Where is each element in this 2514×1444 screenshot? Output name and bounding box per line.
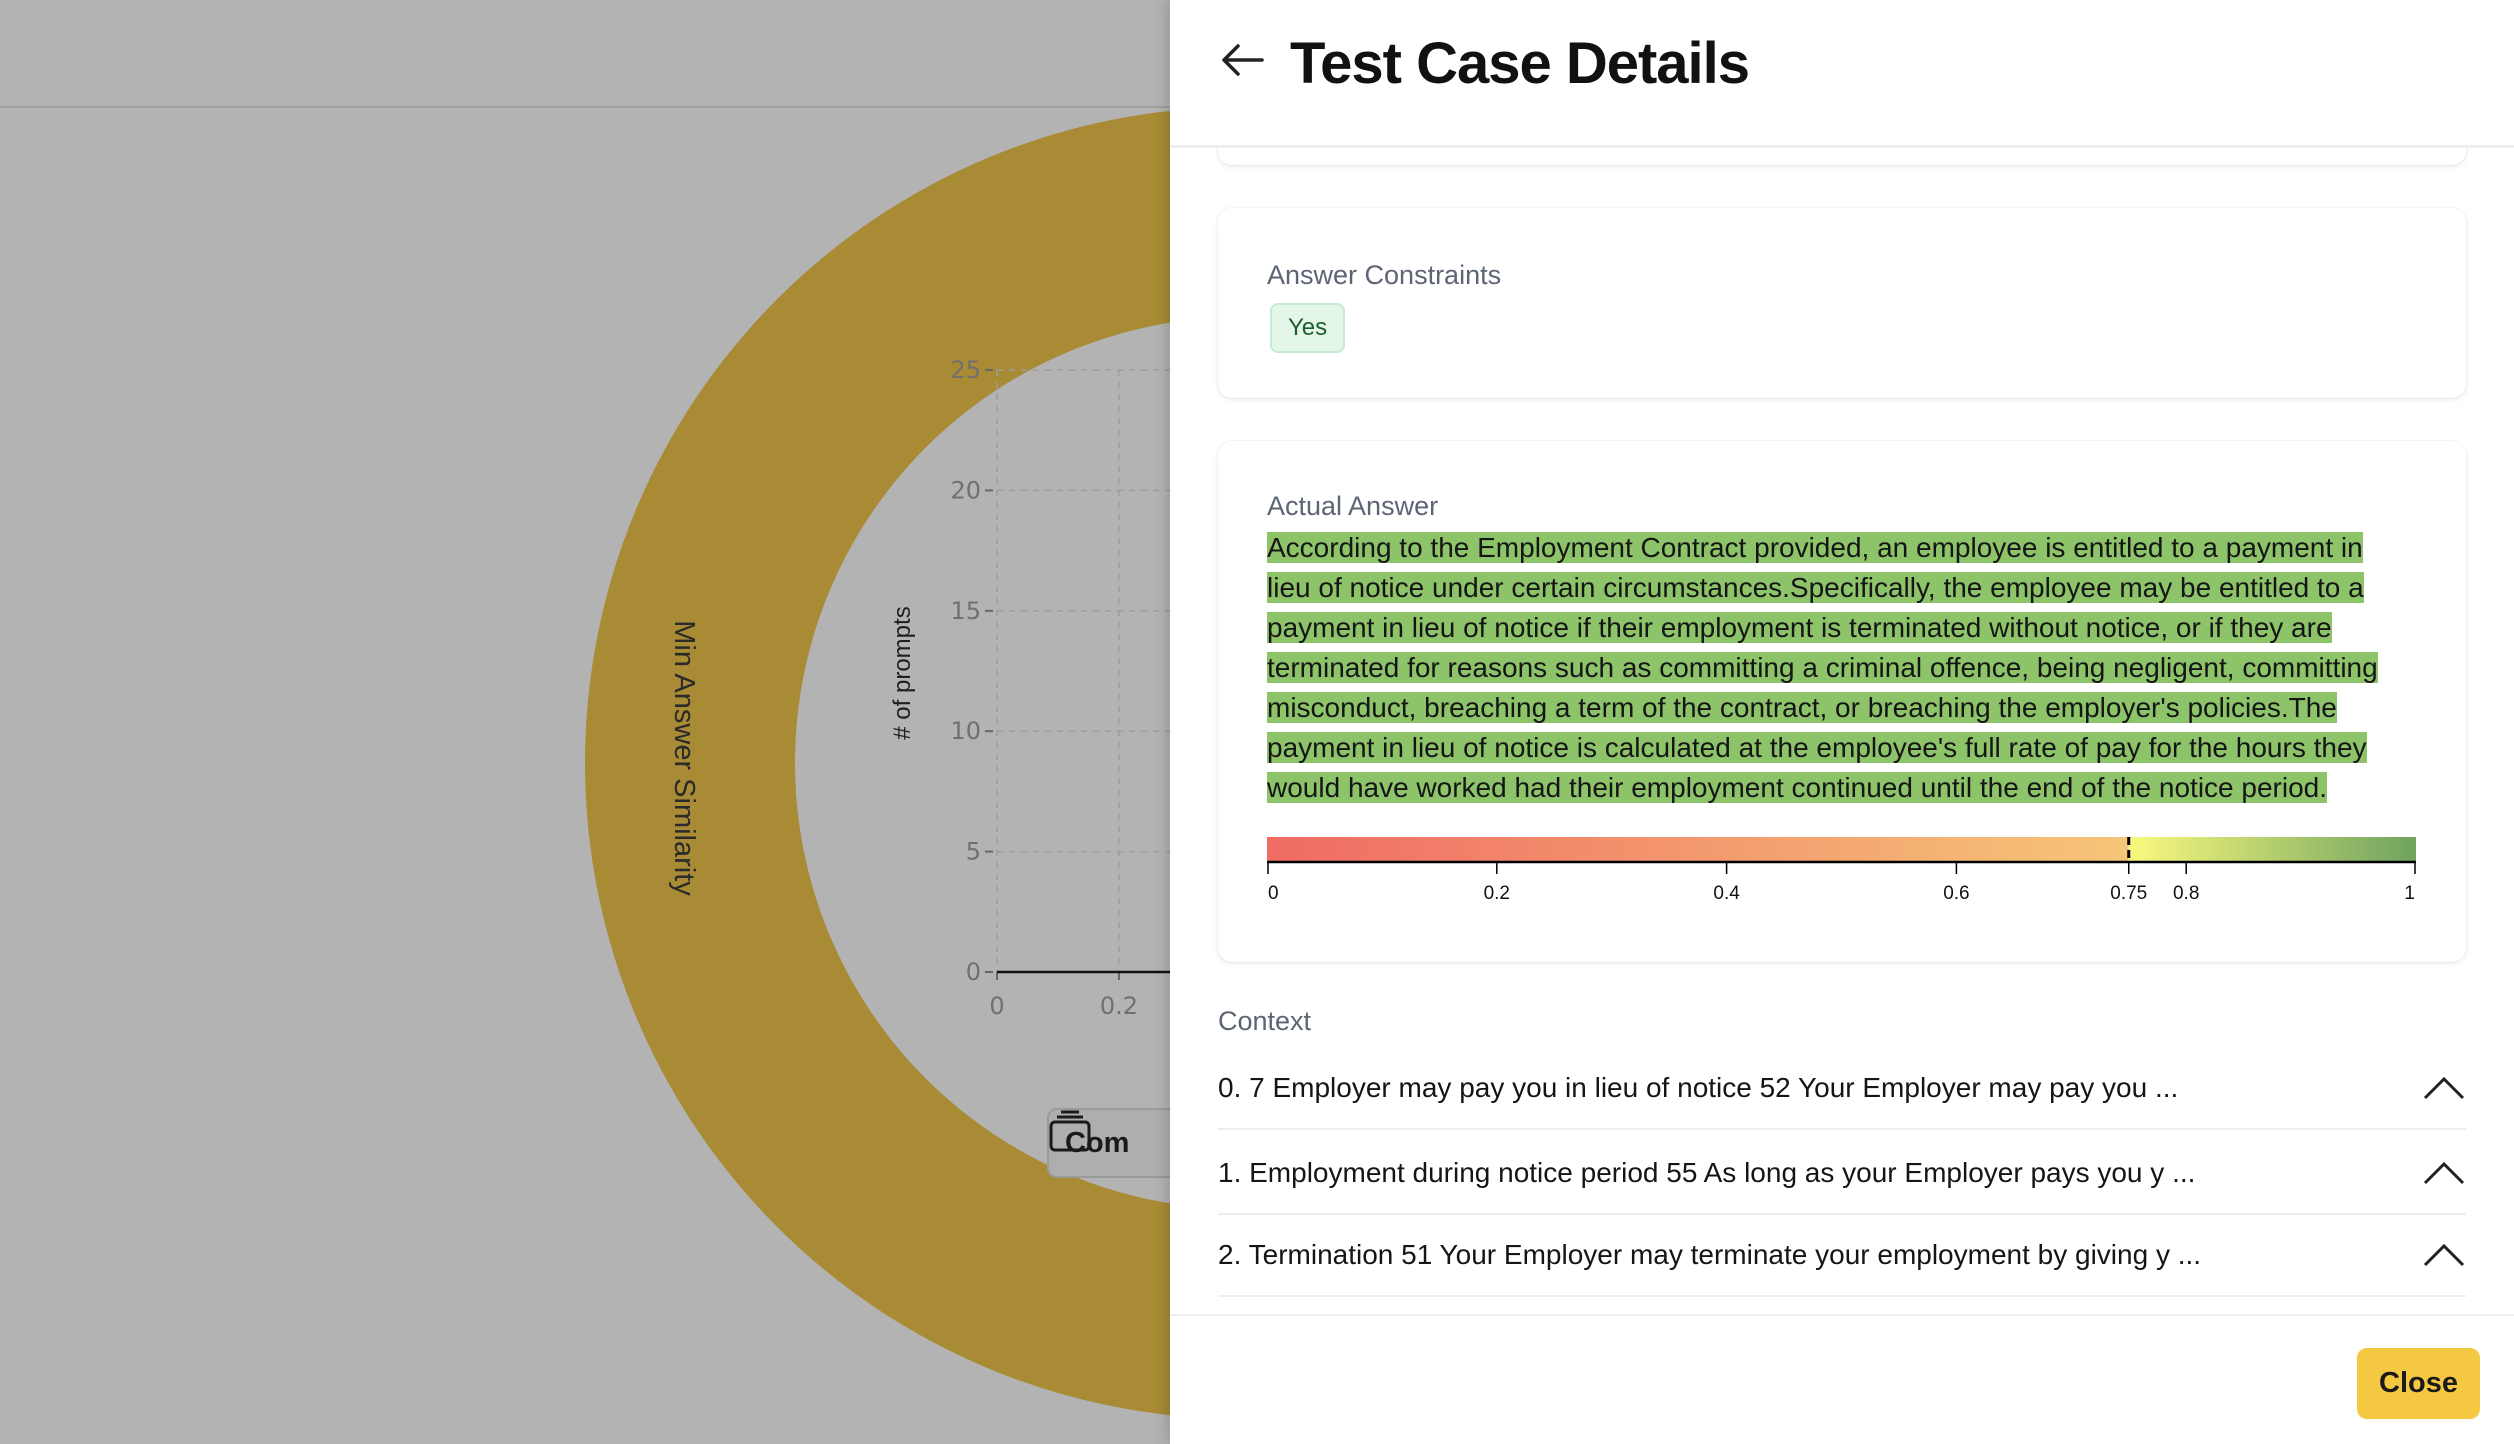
scale-tick-label: 0.8	[2173, 883, 2199, 904]
page-title: Test Case Details	[1290, 31, 1750, 96]
y-axis-label: # of prompts	[889, 606, 916, 739]
answer-constraints-label: Answer Constraints	[1267, 260, 1502, 290]
y-tick-label: 25	[950, 356, 981, 384]
chevron-up-icon[interactable]	[2422, 1075, 2466, 1101]
y-tick-label: 5	[966, 838, 981, 866]
test-case-details-drawer: Test Case Details Answer Constraints Yes…	[1170, 0, 2514, 1444]
back-arrow-icon[interactable]	[1218, 36, 1266, 84]
similarity-scale: 0 0.2 0.4 0.6 0.75 0.8 1	[1267, 837, 2416, 904]
scale-tick-label: 0.2	[1484, 883, 1510, 904]
scale-tick-label: 0.75	[2110, 883, 2147, 904]
header-divider	[0, 106, 1170, 108]
context-label: Context	[1218, 1006, 1312, 1036]
layers-icon	[1049, 1110, 1091, 1152]
context-item[interactable]: 1. Employment during notice period 55 As…	[1218, 1133, 2466, 1215]
y-tick-label: 0	[966, 958, 981, 986]
scale-tick-label: 0.6	[1943, 883, 1969, 904]
footer-divider	[1170, 1314, 2514, 1316]
actual-answer-text: According to the Employment Contract pro…	[1267, 532, 2378, 803]
histogram: 0 5 10 15 20 25 0 0.2	[950, 356, 1170, 1020]
context-item-text: 1. Employment during notice period 55 As…	[1218, 1157, 2196, 1188]
x-tick-label: 0	[989, 992, 1004, 1020]
drawer-header: Test Case Details	[1170, 0, 2514, 148]
scale-gradient-bar	[1267, 837, 2416, 861]
answer-constraints-card: Answer Constraints Yes	[1218, 208, 2466, 398]
context-item-text: 0. 7 Employer may pay you in lieu of not…	[1218, 1072, 2179, 1103]
context-item[interactable]: 2. Termination 51 Your Employer may term…	[1218, 1215, 2466, 1297]
y-tick-label: 10	[950, 717, 981, 745]
actual-answer-label: Actual Answer	[1267, 491, 1439, 521]
background-chart: 0 5 10 15 20 25 0 0.2 Min Answer Similarity # o…	[585, 111, 1170, 1415]
scale-tick-label: 1	[2404, 883, 2415, 904]
scale-tick-label: 0.4	[1713, 883, 1740, 904]
scale-tick-label: 0	[1268, 883, 1279, 904]
context-item[interactable]: 0. 7 Employer may pay you in lieu of not…	[1218, 1048, 2466, 1130]
ring-inner	[795, 322, 1170, 1204]
compare-button[interactable]: Com	[1047, 1108, 1170, 1178]
backdrop-overlay[interactable]: 0 5 10 15 20 25 0 0.2 Min Answer Similarity # o…	[0, 0, 1170, 1444]
close-button[interactable]: Close	[2357, 1348, 2480, 1419]
y-tick-label: 15	[950, 597, 981, 625]
y-tick-label: 20	[950, 476, 981, 504]
compare-button-label: Com	[1065, 1126, 1130, 1159]
context-item-text: 2. Termination 51 Your Employer may term…	[1218, 1239, 2202, 1270]
actual-answer-card: Actual Answer According to the Employmen…	[1218, 441, 2466, 962]
chevron-up-icon[interactable]	[2422, 1160, 2466, 1186]
answer-constraints-badge: Yes	[1270, 303, 1346, 353]
x-tick-label: 0.2	[1100, 992, 1138, 1020]
chevron-up-icon[interactable]	[2422, 1242, 2466, 1268]
ring-label: Min Answer Similarity	[668, 620, 700, 896]
